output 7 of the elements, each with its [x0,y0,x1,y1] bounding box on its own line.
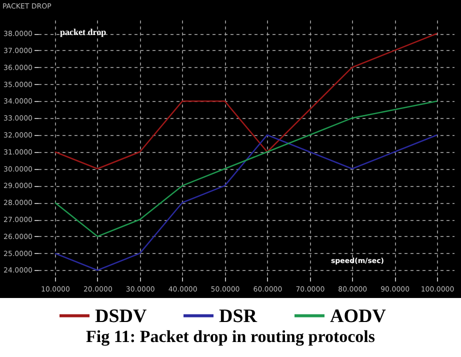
legend-label: DSR [219,306,258,327]
line-series [54,134,438,271]
line-series [54,100,438,238]
legend-label: DSDV [95,306,148,327]
text: packet drop [60,27,106,37]
legend-label: AODV [330,306,386,327]
caption: Fig 11: Packet drop in routing protocols [84,327,376,347]
